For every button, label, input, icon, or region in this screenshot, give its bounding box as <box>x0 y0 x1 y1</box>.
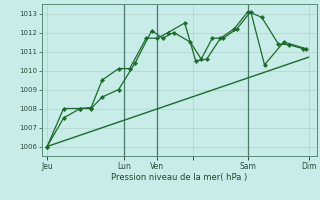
X-axis label: Pression niveau de la mer( hPa ): Pression niveau de la mer( hPa ) <box>111 173 247 182</box>
